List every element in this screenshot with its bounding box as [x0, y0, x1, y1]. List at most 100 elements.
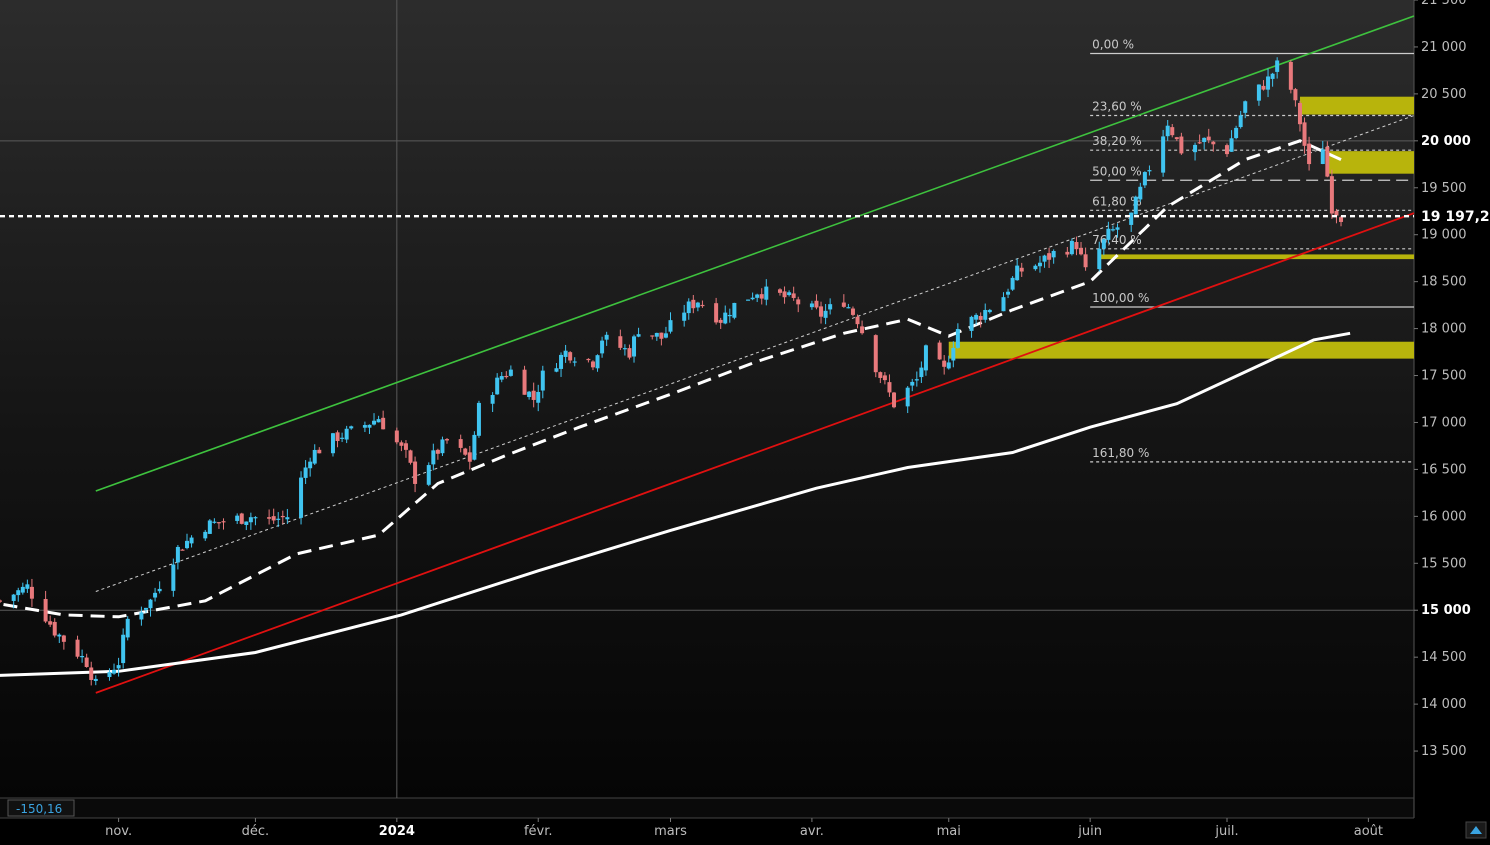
candle-body: [1147, 170, 1152, 172]
candle-body: [1097, 248, 1102, 270]
candle-body: [376, 419, 381, 423]
candle-body: [695, 302, 700, 308]
candle-body: [189, 537, 194, 544]
candle-body: [1211, 141, 1216, 145]
candle-body: [787, 292, 792, 296]
candle-body: [29, 586, 34, 599]
candle-body: [632, 336, 637, 357]
candle-body: [887, 382, 892, 393]
candle-body: [527, 391, 532, 398]
candle-body: [121, 634, 126, 664]
candle-body: [1307, 143, 1312, 165]
candle-body: [850, 308, 855, 315]
candle-body: [344, 428, 349, 440]
candle-body: [750, 297, 755, 300]
fib-level-label: 23,60 %: [1092, 99, 1142, 113]
candle-body: [139, 612, 144, 620]
candle-body: [203, 531, 208, 539]
price-tick-label: 20 000: [1421, 134, 1471, 149]
candle-body: [1138, 186, 1143, 200]
candle-body: [814, 300, 819, 308]
fib-level-label: 50,00 %: [1092, 164, 1142, 178]
candle-body: [559, 354, 564, 369]
fib-level-label: 0,00 %: [1092, 38, 1134, 52]
candle-body: [714, 303, 719, 323]
candle-body: [531, 390, 536, 400]
month-tick-label: févr.: [524, 824, 553, 839]
candle-body: [860, 326, 865, 334]
candle-body: [1302, 122, 1307, 146]
candle-body: [175, 546, 180, 563]
candle-body: [244, 521, 249, 525]
candle-body: [1019, 267, 1024, 272]
candle-body: [622, 348, 627, 350]
candle-body: [841, 302, 846, 307]
candle-body: [239, 513, 244, 524]
candle-body: [25, 584, 30, 589]
candle-body: [267, 517, 272, 519]
price-axis-background: [1414, 0, 1490, 798]
price-tick-label: 13 500: [1421, 744, 1467, 759]
candle-body: [372, 420, 377, 425]
candle-body: [540, 370, 545, 391]
candle-body: [723, 312, 728, 324]
candle-body: [153, 592, 158, 598]
candle-body: [905, 387, 910, 407]
candle-body: [1293, 89, 1298, 101]
candle-body: [1065, 251, 1070, 255]
candle-body: [1110, 229, 1115, 231]
candle-body: [1079, 247, 1084, 255]
candle-body: [1234, 127, 1239, 139]
candle-body: [1193, 144, 1198, 153]
candle-body: [1047, 253, 1052, 260]
candle-body: [946, 362, 951, 369]
candle-body: [910, 381, 915, 386]
candle-body: [1074, 242, 1079, 250]
candle-body: [759, 294, 764, 299]
candle-body: [1334, 210, 1339, 216]
candle-body: [504, 375, 509, 378]
candle-body: [312, 449, 317, 464]
time-axis-background: [0, 818, 1490, 841]
candle-body: [663, 333, 668, 338]
candle-body: [1069, 240, 1074, 255]
fib-level-label: 161,80 %: [1092, 446, 1149, 460]
candle-body: [809, 303, 814, 308]
candle-body: [568, 352, 573, 361]
candle-body: [280, 515, 285, 518]
candle-body: [1243, 101, 1248, 113]
candle-body: [508, 369, 513, 376]
candle-body: [1010, 277, 1015, 290]
candle-body: [445, 439, 450, 441]
candle-body: [463, 448, 468, 455]
month-tick-label: mars: [654, 824, 687, 839]
candle-body: [80, 655, 85, 658]
month-tick-label: nov.: [105, 824, 132, 839]
candle-body: [873, 335, 878, 373]
candle-body: [285, 517, 290, 520]
candle-body: [317, 449, 322, 454]
candle-body: [727, 314, 732, 317]
fib-level-label: 61,80 %: [1092, 194, 1142, 208]
candle-body: [171, 564, 176, 591]
month-tick-label: juin: [1077, 824, 1102, 839]
candle-body: [303, 467, 308, 478]
candle-body: [408, 450, 413, 463]
month-tick-label: juil.: [1214, 824, 1238, 839]
candle-body: [700, 304, 705, 307]
candle-body: [595, 355, 600, 369]
candle-body: [777, 289, 782, 293]
candle-body: [764, 286, 769, 300]
candle-body: [978, 316, 983, 320]
candle-body: [846, 307, 851, 309]
candle-body: [650, 335, 655, 337]
candle-body: [969, 316, 974, 331]
candle-body: [654, 332, 659, 337]
candle-body: [435, 449, 440, 454]
candle-body: [426, 465, 431, 485]
candle-body: [1037, 262, 1042, 267]
candle-body: [1206, 136, 1211, 141]
candle-body: [1165, 125, 1170, 137]
candle-body: [1001, 297, 1006, 312]
